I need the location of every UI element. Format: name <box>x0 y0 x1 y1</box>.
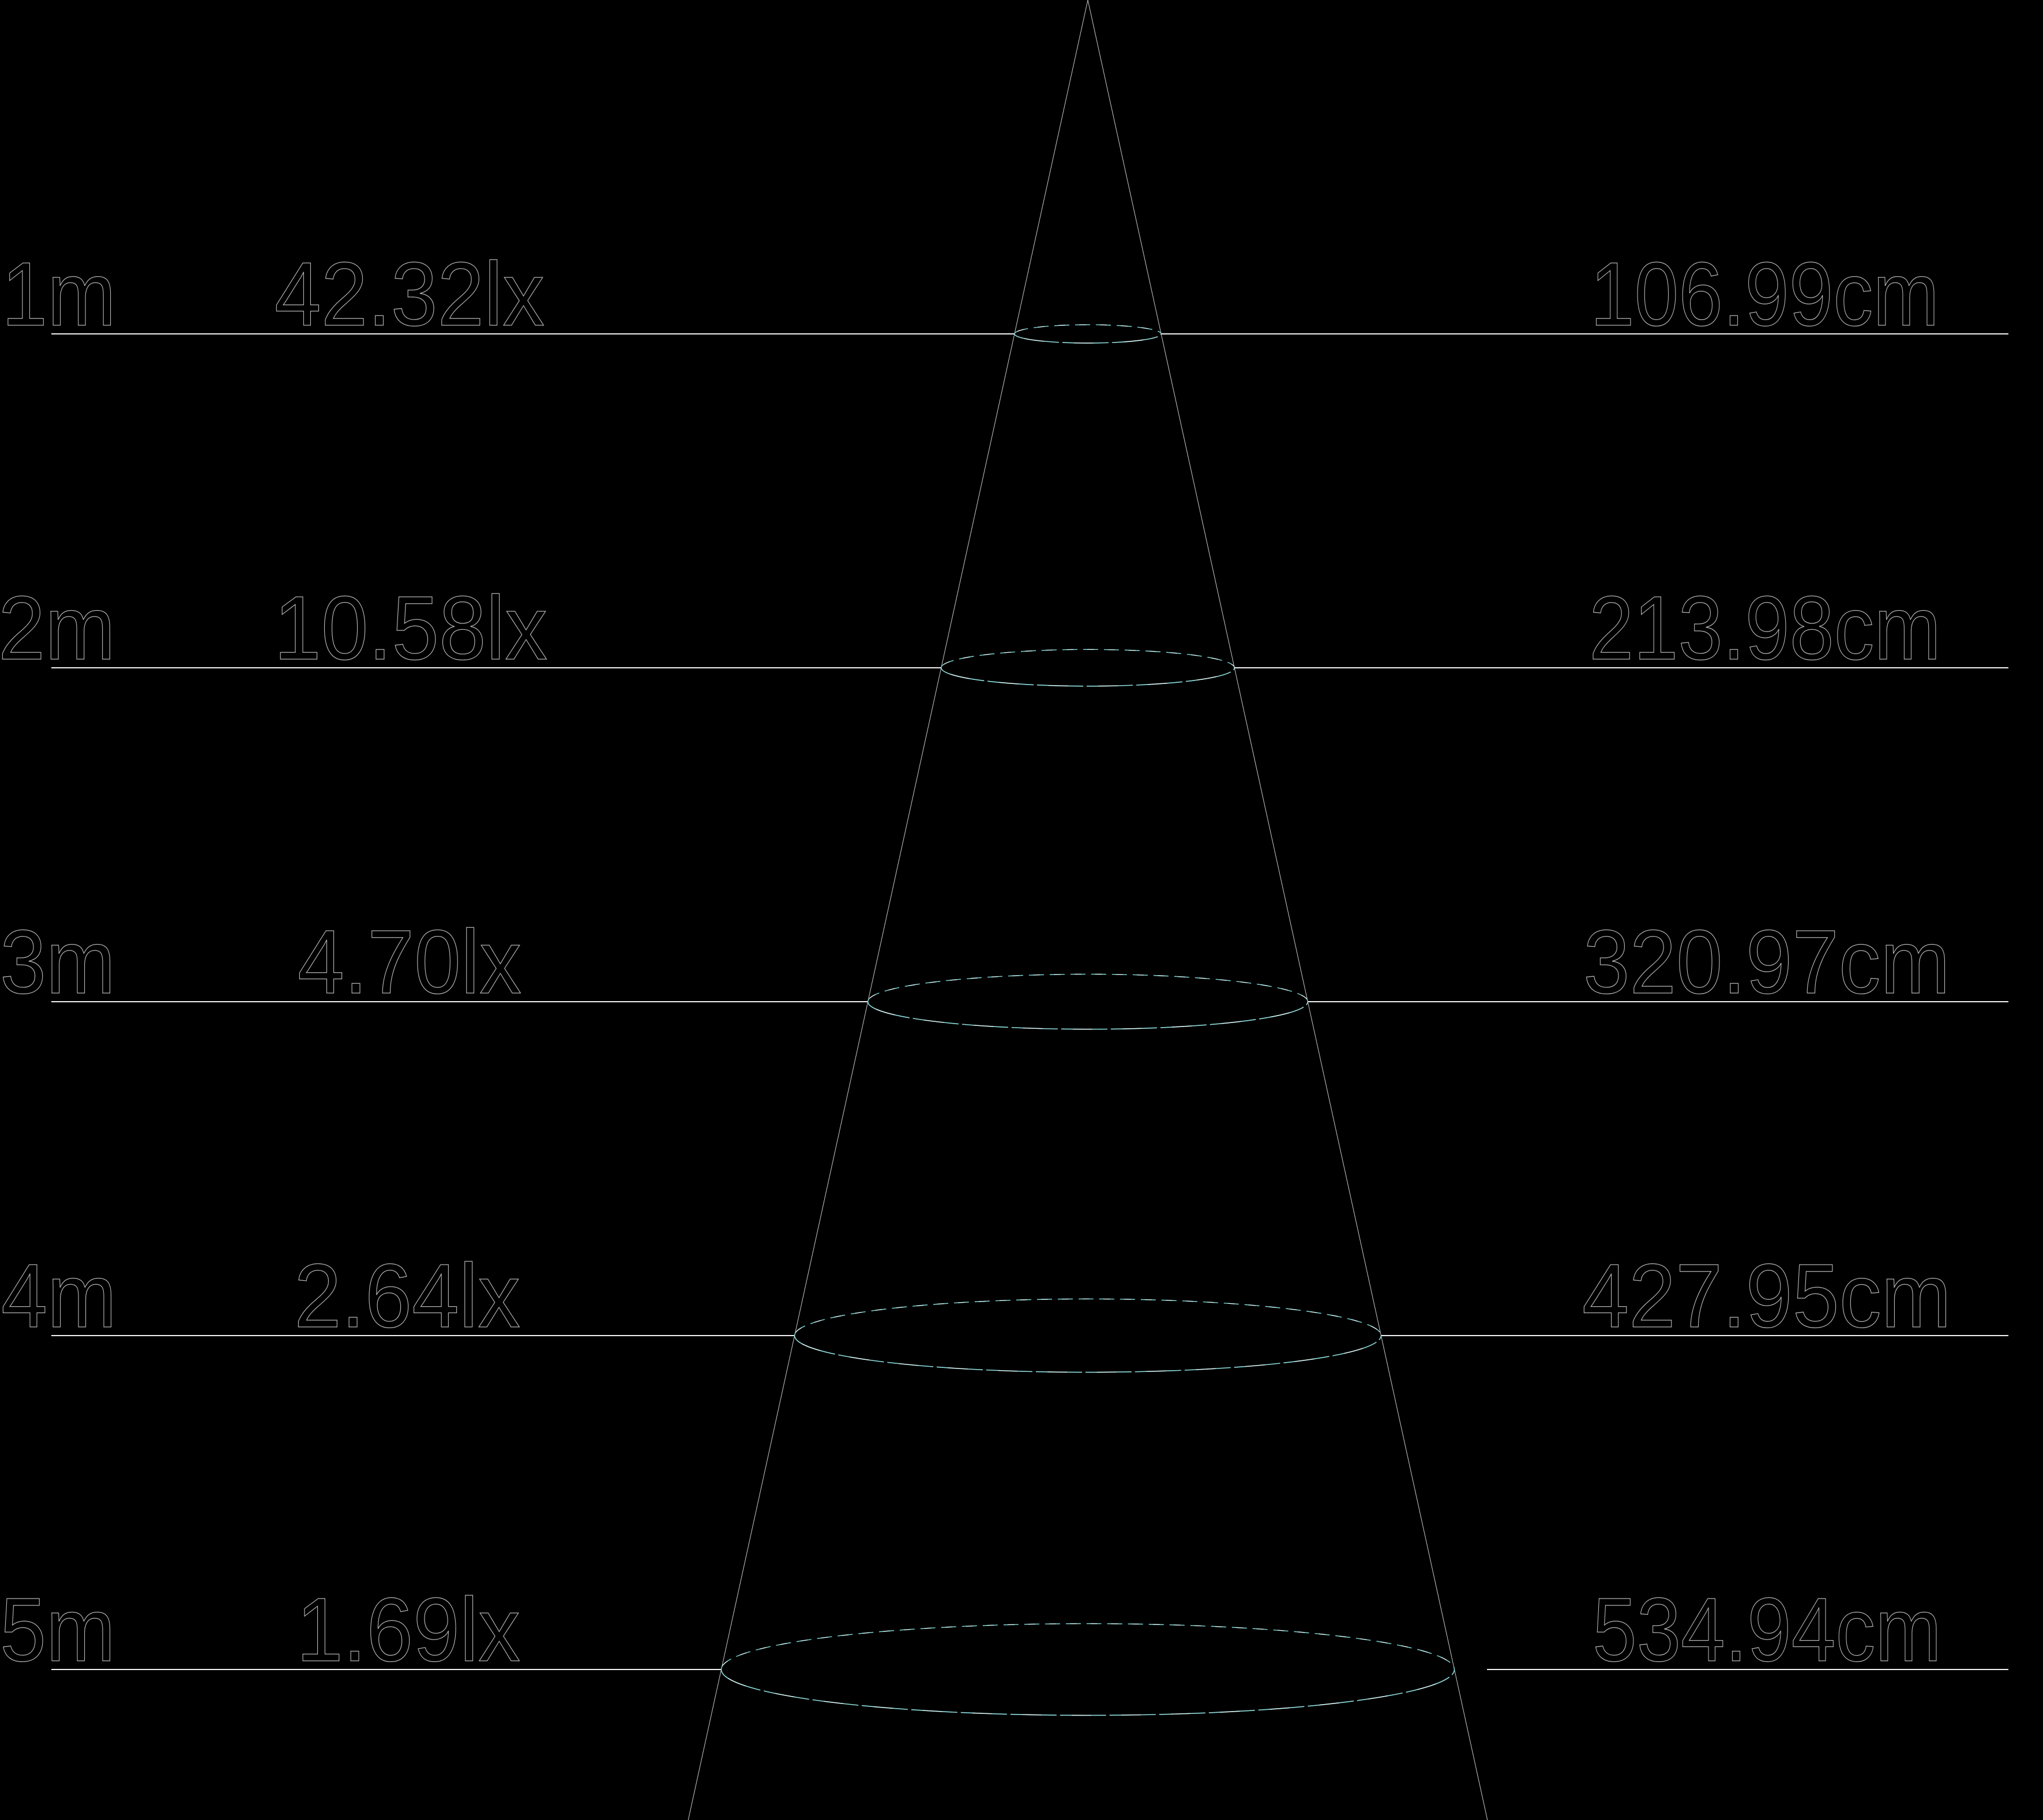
svg-text:4.70lx: 4.70lx <box>298 912 521 1013</box>
svg-text:320.97cm: 320.97cm <box>1583 912 1950 1013</box>
svg-text:427.95cm: 427.95cm <box>1582 1246 1951 1347</box>
svg-text:42.32lx: 42.32lx <box>275 244 544 345</box>
svg-text:10.58lx: 10.58lx <box>274 578 547 679</box>
svg-text:1.69lx: 1.69lx <box>296 1580 520 1680</box>
svg-text:2m: 2m <box>0 578 115 679</box>
svg-text:106.99cm: 106.99cm <box>1590 244 1939 345</box>
svg-text:534.94cm: 534.94cm <box>1593 1580 1941 1680</box>
svg-text:213.98cm: 213.98cm <box>1589 578 1941 679</box>
svg-text:4m: 4m <box>1 1246 117 1347</box>
svg-text:2.64lx: 2.64lx <box>294 1246 520 1347</box>
svg-text:5m: 5m <box>0 1580 115 1680</box>
svg-text:3m: 3m <box>0 912 115 1013</box>
svg-text:1m: 1m <box>2 244 116 345</box>
